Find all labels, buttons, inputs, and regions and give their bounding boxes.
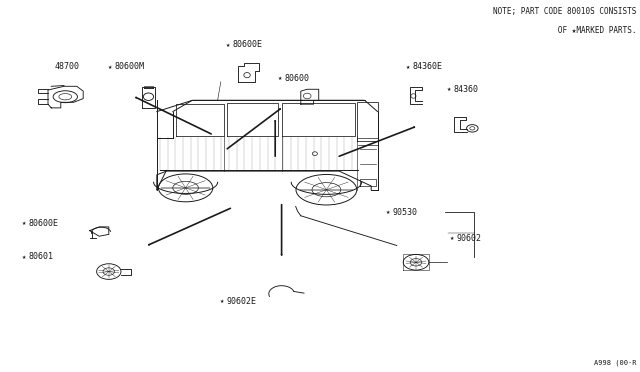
Text: ★: ★	[405, 64, 410, 70]
Text: ★: ★	[450, 235, 454, 241]
Text: 80601: 80601	[28, 252, 53, 261]
Text: 90602E: 90602E	[227, 297, 257, 306]
Text: OF ★MARKED PARTS.: OF ★MARKED PARTS.	[544, 26, 637, 35]
Text: ★: ★	[386, 209, 390, 215]
Text: 84360E: 84360E	[412, 62, 442, 71]
Text: ★: ★	[220, 298, 224, 304]
Text: ★: ★	[21, 220, 26, 226]
Text: ★: ★	[108, 64, 112, 70]
Text: ★: ★	[21, 254, 26, 260]
Text: 80600E: 80600E	[233, 40, 263, 49]
Text: ★: ★	[277, 75, 282, 81]
Text: 48700: 48700	[54, 62, 79, 71]
Text: ★: ★	[447, 86, 451, 92]
Text: 90530: 90530	[393, 208, 418, 217]
Text: 90602: 90602	[457, 234, 482, 243]
Text: NOTE; PART CODE 80010S CONSISTS: NOTE; PART CODE 80010S CONSISTS	[493, 7, 637, 16]
Text: 80600M: 80600M	[115, 62, 145, 71]
Text: ★: ★	[226, 42, 230, 48]
Text: 80600E: 80600E	[28, 219, 58, 228]
Text: 84360: 84360	[454, 85, 479, 94]
Text: A998 (00·R: A998 (00·R	[595, 360, 637, 366]
Text: 80600: 80600	[284, 74, 309, 83]
